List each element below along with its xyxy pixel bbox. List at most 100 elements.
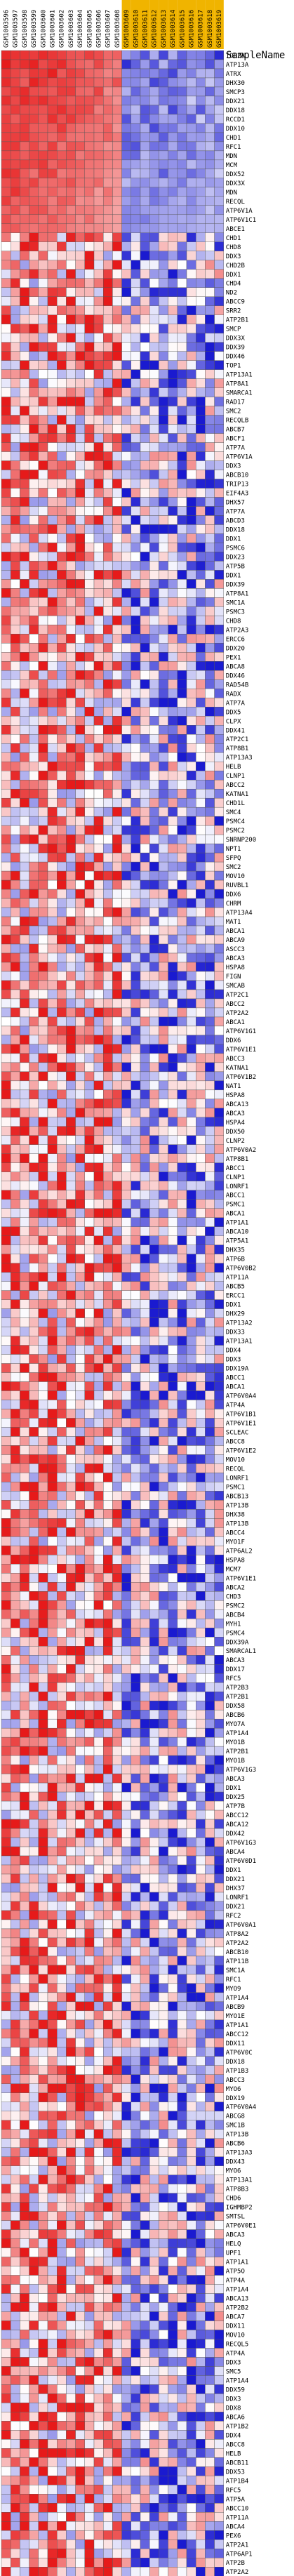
- heatmap-cell: [20, 1700, 29, 1711]
- heatmap-cell: [149, 852, 159, 863]
- heatmap-cell: [177, 561, 187, 571]
- heatmap-cell: [112, 1773, 122, 1784]
- heatmap-cell: [196, 123, 206, 133]
- heatmap-cell: [1, 606, 11, 616]
- heatmap-cell: [75, 1445, 85, 1455]
- heatmap-cell: [75, 1700, 85, 1711]
- heatmap-cell: [29, 934, 39, 945]
- heatmap-cell: [159, 679, 168, 689]
- heatmap-cell: [121, 1619, 132, 1628]
- heatmap-cell: [196, 205, 206, 215]
- heatmap-cell: [168, 533, 178, 543]
- heatmap-cell: [214, 852, 225, 863]
- heatmap-cell: [20, 1354, 29, 1364]
- heatmap-cell: [102, 971, 113, 981]
- heatmap-cell: [168, 1098, 178, 1109]
- heatmap-cell: [93, 424, 104, 434]
- heatmap-cell: [75, 989, 85, 1000]
- heatmap-cell: [29, 916, 39, 927]
- heatmap-cell: [10, 433, 20, 443]
- heatmap-cell: [102, 1782, 113, 1793]
- heatmap-cell: [56, 934, 67, 945]
- heatmap-cell: [75, 50, 85, 60]
- heatmap-cell: [84, 1108, 95, 1118]
- heatmap-cell: [205, 1564, 215, 1574]
- heatmap-cell: [121, 825, 132, 835]
- heatmap-cell: [10, 241, 20, 251]
- heatmap-cell: [177, 397, 187, 406]
- heatmap-cell: [112, 278, 122, 288]
- heatmap-cell: [84, 1646, 95, 1656]
- heatmap-cell: [149, 1436, 159, 1446]
- heatmap-cell: [159, 1317, 168, 1327]
- heatmap-cell: [196, 314, 206, 324]
- heatmap-cell: [168, 998, 178, 1009]
- heatmap-cell: [1, 1482, 11, 1492]
- heatmap-cell: [93, 287, 104, 297]
- heatmap-cell: [84, 1144, 95, 1154]
- heatmap-cell: [66, 597, 76, 607]
- heatmap-cell: [196, 1609, 206, 1619]
- heatmap-cell: [47, 1709, 58, 1720]
- heatmap-cell: [75, 779, 85, 790]
- heatmap-cell: [186, 661, 196, 671]
- heatmap-cell: [84, 1254, 95, 1263]
- heatmap-cell: [84, 1035, 95, 1045]
- heatmap-cell: [168, 1327, 178, 1336]
- heatmap-cell: [20, 597, 29, 607]
- column-label-bg: [177, 0, 187, 49]
- heatmap-cell: [66, 1646, 76, 1656]
- heatmap-cell: [38, 870, 48, 881]
- heatmap-cell: [205, 1226, 215, 1236]
- heatmap-cell: [149, 114, 159, 124]
- heatmap-cell: [66, 1500, 76, 1510]
- heatmap-cell: [205, 898, 215, 908]
- heatmap-cell: [102, 707, 113, 717]
- heatmap-cell: [205, 1892, 215, 1902]
- heatmap-cell: [214, 698, 225, 708]
- heatmap-cell: [1, 1901, 11, 1911]
- heatmap-cell: [112, 159, 122, 170]
- heatmap-cell: [196, 834, 206, 844]
- heatmap-cell: [168, 1919, 178, 1930]
- heatmap-cell: [38, 387, 48, 397]
- heatmap-cell: [84, 1500, 95, 1510]
- heatmap-cell: [149, 1646, 159, 1656]
- heatmap-cell: [1, 1619, 11, 1628]
- heatmap-cell: [20, 524, 29, 534]
- heatmap-cell: [20, 1080, 29, 1091]
- heatmap-cell: [102, 1089, 113, 1100]
- heatmap-cell: [84, 123, 95, 133]
- heatmap-cell: [214, 816, 225, 826]
- heatmap-cell: [121, 852, 132, 863]
- heatmap-cell: [84, 1345, 95, 1355]
- heatmap-cell: [168, 1883, 178, 1893]
- heatmap-cell: [168, 351, 178, 361]
- heatmap-cell: [186, 1700, 196, 1711]
- heatmap-cell: [29, 1381, 39, 1391]
- heatmap-cell: [84, 1025, 95, 1036]
- heatmap-cell: [121, 59, 132, 69]
- heatmap-cell: [102, 907, 113, 917]
- heatmap-cell: [159, 925, 168, 936]
- heatmap-cell: [140, 1855, 150, 1866]
- heatmap-cell: [168, 1628, 178, 1638]
- heatmap-cell: [121, 762, 132, 771]
- heatmap-cell: [140, 1500, 150, 1510]
- heatmap-cell: [102, 616, 113, 625]
- heatmap-cell: [1, 1372, 11, 1382]
- heatmap-cell: [38, 232, 48, 242]
- heatmap-cell: [140, 150, 150, 161]
- heatmap-cell: [93, 260, 104, 270]
- heatmap-cell: [140, 952, 150, 963]
- heatmap-cell: [168, 1372, 178, 1382]
- heatmap-cell: [38, 1400, 48, 1409]
- heatmap-cell: [159, 1482, 168, 1492]
- heatmap-cell: [140, 86, 150, 97]
- heatmap-cell: [121, 1810, 132, 1820]
- heatmap-cell: [214, 1600, 225, 1610]
- heatmap-cell: [102, 870, 113, 881]
- heatmap-cell: [102, 834, 113, 844]
- heatmap-cell: [196, 597, 206, 607]
- heatmap-cell: [214, 925, 225, 936]
